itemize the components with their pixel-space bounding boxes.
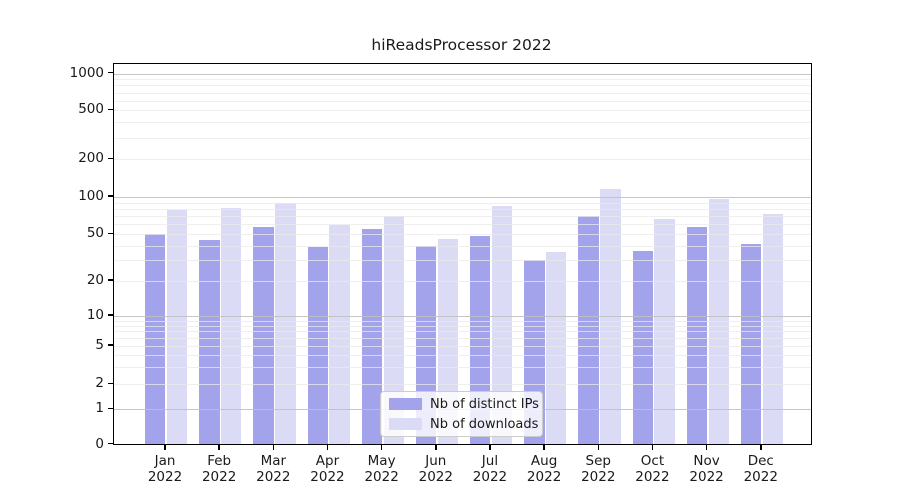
minor-gridline [114, 209, 811, 210]
bar-downloads-mar [275, 202, 296, 445]
legend-swatch [389, 398, 422, 410]
minor-gridline [114, 331, 811, 333]
y-tick-label: 20 [86, 272, 104, 288]
y-tick-label: 5 [95, 337, 104, 353]
x-tick-label: Feb 2022 [201, 452, 237, 485]
x-tick-label: Nov 2022 [689, 452, 724, 485]
legend-item: Nb of distinct IPs [389, 396, 539, 413]
x-tick-label: Jan 2022 [147, 452, 183, 485]
minor-gridline [114, 325, 811, 327]
x-tick-label: Jul 2022 [472, 452, 508, 485]
x-tick-label: Sep 2022 [581, 452, 616, 485]
major-gridline [114, 197, 811, 198]
y-tick-mark [108, 442, 113, 445]
x-tick-mark [164, 445, 166, 450]
minor-gridline [114, 79, 811, 81]
y-tick-mark [108, 71, 113, 74]
legend-swatch [389, 418, 422, 430]
bar-downloads-dec [762, 213, 784, 445]
x-tick-mark [489, 445, 491, 450]
y-tick-label: 200 [78, 150, 104, 167]
y-tick-mark [108, 382, 113, 385]
minor-gridline [114, 159, 811, 161]
x-tick-label: Jun 2022 [418, 452, 453, 485]
y-tick-mark [108, 195, 113, 197]
y-tick-mark [108, 314, 113, 316]
x-tick-label: Aug 2022 [526, 452, 562, 485]
x-tick-mark [326, 445, 329, 450]
bar-downloads-apr [329, 225, 350, 445]
x-tick-mark [218, 445, 220, 450]
legend-item: Nb of downloads [389, 416, 538, 433]
minor-gridline [114, 245, 811, 247]
y-tick-mark [108, 108, 113, 111]
y-tick-mark [108, 232, 113, 235]
y-tick-label: 0 [95, 435, 104, 452]
bar-downloads-may [383, 216, 404, 445]
legend-label: Nb of distinct IPs [430, 396, 539, 412]
x-tick-mark [272, 445, 275, 450]
minor-gridline [114, 216, 811, 218]
minor-gridline [114, 367, 811, 369]
x-tick-label: Mar 2022 [256, 452, 291, 485]
y-tick-label: 1000 [69, 64, 104, 81]
x-tick-label: May 2022 [364, 452, 399, 485]
bar-distinct-ips-may [361, 229, 383, 445]
x-tick-label: Apr 2022 [310, 452, 345, 485]
minor-gridline [114, 100, 811, 102]
y-tick-label: 10 [86, 307, 104, 323]
major-gridline [114, 316, 811, 317]
bar-downloads-aug [546, 252, 567, 445]
legend: Nb of distinct IPs Nb of downloads [380, 391, 543, 437]
y-tick-mark [108, 407, 113, 410]
minor-gridline [114, 92, 811, 94]
minor-gridline [114, 110, 811, 112]
plot-area [113, 63, 812, 445]
x-tick-mark [760, 445, 762, 450]
x-tick-mark [543, 445, 545, 450]
minor-gridline [114, 202, 811, 204]
x-tick-mark [651, 445, 654, 450]
bar-distinct-ips-dec [740, 244, 762, 445]
y-tick-label: 500 [78, 101, 104, 118]
minor-gridline [114, 346, 811, 347]
minor-gridline [114, 260, 811, 262]
x-tick-label: Oct 2022 [635, 452, 670, 485]
x-tick-mark [380, 445, 383, 450]
minor-gridline [114, 338, 811, 340]
chart-title: hiReadsProcessor 2022 [371, 36, 552, 54]
bar-downloads-nov [708, 198, 729, 445]
x-tick-mark [597, 445, 600, 450]
legend-label: Nb of downloads [430, 416, 539, 432]
bar-downloads-jan [166, 210, 188, 445]
minor-gridline [114, 384, 811, 386]
minor-gridline [114, 234, 811, 236]
y-tick-label: 100 [78, 188, 104, 204]
minor-gridline [114, 355, 811, 357]
bar-distinct-ips-feb [199, 239, 220, 445]
x-tick-mark [435, 445, 437, 450]
y-tick-mark [108, 344, 113, 346]
major-gridline [114, 73, 811, 75]
x-tick-label: Dec 2022 [743, 452, 778, 485]
bar-distinct-ips-apr [307, 246, 328, 445]
y-tick-label: 1 [95, 400, 104, 417]
minor-gridline [114, 224, 811, 226]
minor-gridline [114, 85, 811, 87]
minor-gridline [114, 281, 811, 282]
minor-gridline [114, 122, 811, 124]
y-tick-mark [108, 279, 113, 281]
bar-distinct-ips-sep [578, 216, 599, 445]
minor-gridline [114, 137, 811, 139]
minor-gridline [114, 320, 811, 322]
y-tick-mark [108, 157, 113, 160]
bar-distinct-ips-oct [632, 251, 653, 445]
y-tick-label: 2 [95, 375, 104, 392]
x-tick-mark [705, 445, 708, 450]
bar-distinct-ips-jan [145, 234, 166, 445]
y-tick-label: 50 [86, 225, 104, 242]
